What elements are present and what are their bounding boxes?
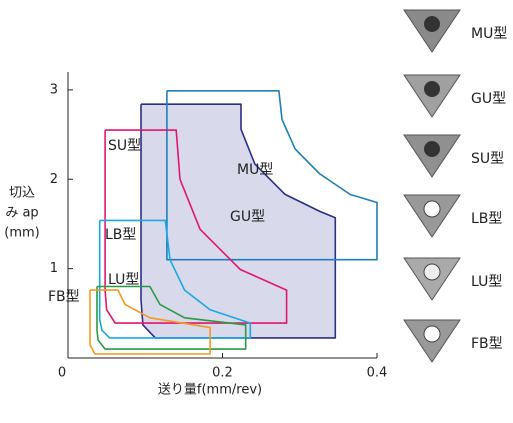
y-tick-label: 1	[50, 261, 58, 276]
insert-icons	[404, 10, 460, 362]
region-label: LB型	[105, 227, 136, 243]
x-tick-label: 0.4	[367, 366, 388, 381]
y-axis-label: (mm)	[4, 226, 39, 241]
y-axis-label: 切込	[9, 186, 35, 201]
y-tick-label: 3	[50, 82, 58, 97]
insert-label: MU型	[471, 26, 507, 42]
region-label: GU型	[230, 209, 265, 225]
y-tick-label: 2	[50, 172, 58, 187]
insert-label: FB型	[471, 336, 503, 352]
region-label: MU型	[237, 162, 273, 178]
insert-label: GU型	[471, 91, 506, 107]
insert-label: SU型	[471, 151, 504, 167]
chart: MU型 GU型 SU型 LB型 LU型 FB型 1 2 3 0 0.2 0.4 送り量f(mm/rev)…	[0, 0, 513, 423]
x-tick-label: 0.2	[212, 366, 233, 381]
x-tick-label: 0	[58, 366, 66, 381]
region-label: FB型	[48, 289, 80, 305]
y-axis-label: み ap	[5, 206, 38, 221]
region-label: LU型	[108, 272, 139, 288]
insert-label: LU型	[471, 274, 502, 290]
insert-label: LB型	[471, 211, 502, 227]
region-label: SU型	[108, 138, 141, 154]
x-axis-label: 送り量f(mm/rev)	[158, 383, 262, 398]
